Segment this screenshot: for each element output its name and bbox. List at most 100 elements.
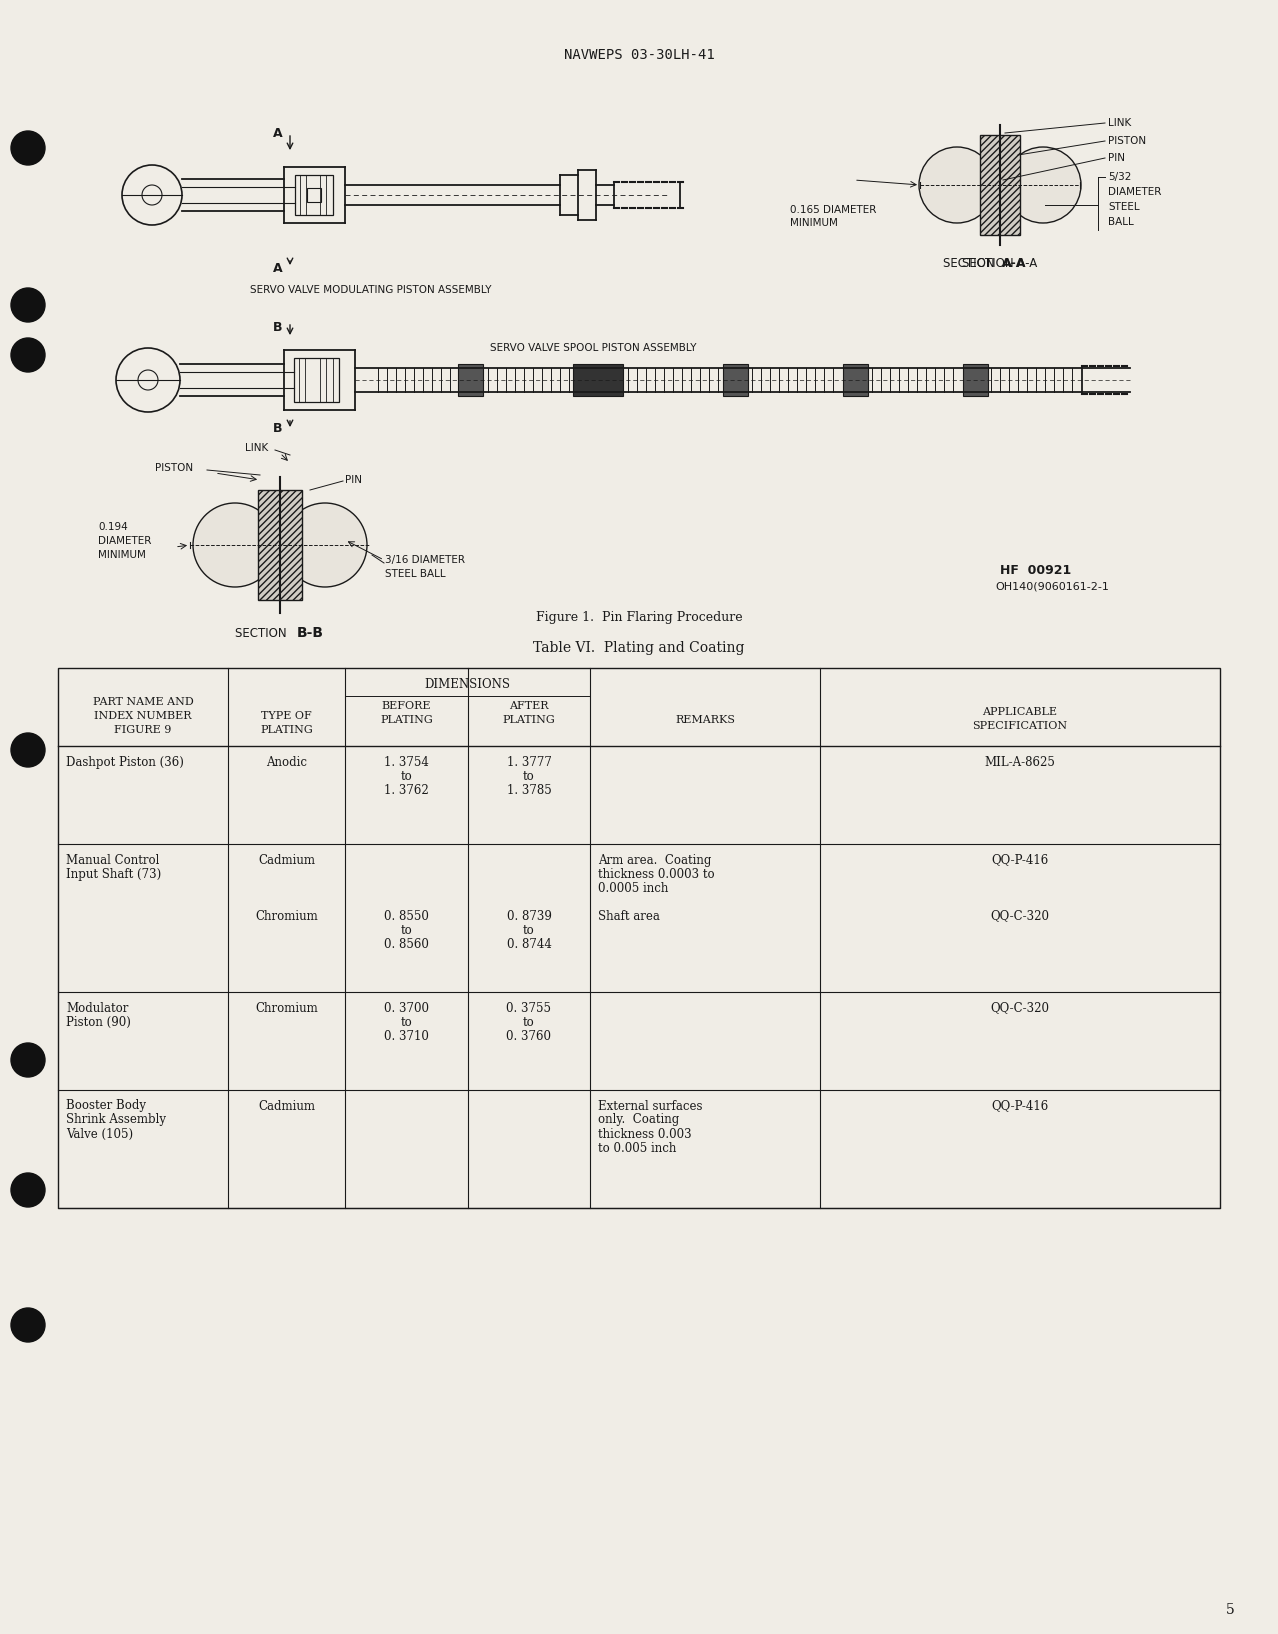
Text: TYPE OF: TYPE OF <box>261 711 312 721</box>
Bar <box>294 358 339 402</box>
Bar <box>980 136 1020 235</box>
Text: PISTON: PISTON <box>155 462 193 472</box>
Circle shape <box>12 734 45 766</box>
Circle shape <box>12 1173 45 1208</box>
Text: SECTION A-A: SECTION A-A <box>962 257 1038 270</box>
Text: 5/32: 5/32 <box>1108 172 1131 181</box>
Text: 3/16 DIAMETER: 3/16 DIAMETER <box>385 556 465 565</box>
Text: 0.0005 inch: 0.0005 inch <box>598 881 668 894</box>
Bar <box>964 364 988 395</box>
Text: Cadmium: Cadmium <box>258 853 314 866</box>
Text: HF  00921: HF 00921 <box>999 564 1071 577</box>
Text: Modulator: Modulator <box>66 1002 128 1015</box>
Text: STEEL: STEEL <box>1108 203 1140 212</box>
Text: AFTER: AFTER <box>509 701 548 711</box>
Text: NAVWEPS 03-30LH-41: NAVWEPS 03-30LH-41 <box>564 47 714 62</box>
Text: Booster Body: Booster Body <box>66 1100 146 1113</box>
Text: MINIMUM: MINIMUM <box>790 217 838 229</box>
Text: PLATING: PLATING <box>261 725 313 735</box>
Text: SECTION: SECTION <box>235 626 290 639</box>
Text: to: to <box>523 1015 535 1028</box>
Text: 0. 3760: 0. 3760 <box>506 1029 552 1042</box>
Text: FIGURE 9: FIGURE 9 <box>114 725 171 735</box>
Text: PART NAME AND: PART NAME AND <box>92 698 193 708</box>
Text: Shaft area: Shaft area <box>598 910 659 923</box>
Text: Anodic: Anodic <box>266 755 307 768</box>
Text: PIN: PIN <box>345 475 362 485</box>
Text: Input Shaft (73): Input Shaft (73) <box>66 868 161 881</box>
Bar <box>458 364 483 395</box>
Text: BALL: BALL <box>1108 217 1134 227</box>
Circle shape <box>193 503 277 587</box>
Text: PIN: PIN <box>1108 154 1125 163</box>
Text: Manual Control: Manual Control <box>66 853 160 866</box>
Text: A: A <box>273 261 282 275</box>
Text: QQ-C-320: QQ-C-320 <box>990 910 1049 923</box>
Text: B-B: B-B <box>296 626 325 641</box>
Text: SPECIFICATION: SPECIFICATION <box>973 721 1067 730</box>
Text: SERVO VALVE MODULATING PISTON ASSEMBLY: SERVO VALVE MODULATING PISTON ASSEMBLY <box>250 284 492 296</box>
Bar <box>843 364 868 395</box>
Text: PLATING: PLATING <box>380 716 433 725</box>
Text: Cadmium: Cadmium <box>258 1100 314 1113</box>
Circle shape <box>12 288 45 322</box>
Text: 0. 8739: 0. 8739 <box>506 910 551 923</box>
Circle shape <box>12 131 45 165</box>
Text: to: to <box>523 770 535 783</box>
Text: A: A <box>273 126 282 139</box>
Bar <box>307 188 321 203</box>
Text: Shrink Assembly: Shrink Assembly <box>66 1113 166 1126</box>
Text: 0. 8744: 0. 8744 <box>506 938 551 951</box>
Text: 0. 8550: 0. 8550 <box>385 910 429 923</box>
Text: thickness 0.003: thickness 0.003 <box>598 1127 691 1141</box>
Text: 1. 3762: 1. 3762 <box>385 783 429 796</box>
Text: OH140(9060161-2-1: OH140(9060161-2-1 <box>996 582 1109 592</box>
Text: DIAMETER: DIAMETER <box>98 536 151 546</box>
Bar <box>258 490 302 600</box>
Text: Valve (105): Valve (105) <box>66 1127 133 1141</box>
Text: PISTON: PISTON <box>1108 136 1146 145</box>
Text: only.  Coating: only. Coating <box>598 1113 679 1126</box>
Bar <box>58 668 1220 1208</box>
Circle shape <box>1005 147 1081 222</box>
Text: SERVO VALVE SPOOL PISTON ASSEMBLY: SERVO VALVE SPOOL PISTON ASSEMBLY <box>489 343 697 353</box>
Text: QQ-P-416: QQ-P-416 <box>992 1100 1049 1113</box>
Bar <box>573 364 622 395</box>
Text: REMARKS: REMARKS <box>675 716 735 725</box>
Text: 0. 3755: 0. 3755 <box>506 1002 552 1015</box>
Text: B: B <box>273 320 282 333</box>
Circle shape <box>12 1042 45 1077</box>
Text: PLATING: PLATING <box>502 716 556 725</box>
Text: 0.194: 0.194 <box>98 521 128 533</box>
Text: MIL-A-8625: MIL-A-8625 <box>984 755 1056 768</box>
Text: thickness 0.0003 to: thickness 0.0003 to <box>598 868 714 881</box>
Text: A-A: A-A <box>1002 257 1026 270</box>
Text: Figure 1.  Pin Flaring Procedure: Figure 1. Pin Flaring Procedure <box>535 611 743 624</box>
Text: DIMENSIONS: DIMENSIONS <box>424 678 510 691</box>
Text: Chromium: Chromium <box>256 910 318 923</box>
Text: External surfaces: External surfaces <box>598 1100 703 1113</box>
Text: SECTION: SECTION <box>943 257 998 270</box>
Text: 0.165 DIAMETER: 0.165 DIAMETER <box>790 204 877 216</box>
Text: 5: 5 <box>1227 1603 1235 1618</box>
Text: STEEL BALL: STEEL BALL <box>385 569 446 578</box>
Text: to 0.005 inch: to 0.005 inch <box>598 1142 676 1155</box>
Text: 0. 8560: 0. 8560 <box>385 938 429 951</box>
Text: QQ-C-320: QQ-C-320 <box>990 1002 1049 1015</box>
Text: Arm area.  Coating: Arm area. Coating <box>598 853 712 866</box>
Text: Table VI.  Plating and Coating: Table VI. Plating and Coating <box>533 641 745 655</box>
Circle shape <box>919 147 996 222</box>
Bar <box>723 364 748 395</box>
Text: to: to <box>523 923 535 936</box>
Text: BEFORE: BEFORE <box>382 701 431 711</box>
Text: LINK: LINK <box>1108 118 1131 127</box>
Text: Dashpot Piston (36): Dashpot Piston (36) <box>66 755 184 768</box>
Text: INDEX NUMBER: INDEX NUMBER <box>95 711 192 721</box>
Text: 0. 3710: 0. 3710 <box>385 1029 429 1042</box>
Text: DIAMETER: DIAMETER <box>1108 186 1162 198</box>
Text: to: to <box>400 1015 413 1028</box>
Text: QQ-P-416: QQ-P-416 <box>992 853 1049 866</box>
Bar <box>295 175 334 216</box>
Text: LINK: LINK <box>245 443 268 453</box>
Text: Piston (90): Piston (90) <box>66 1015 130 1028</box>
